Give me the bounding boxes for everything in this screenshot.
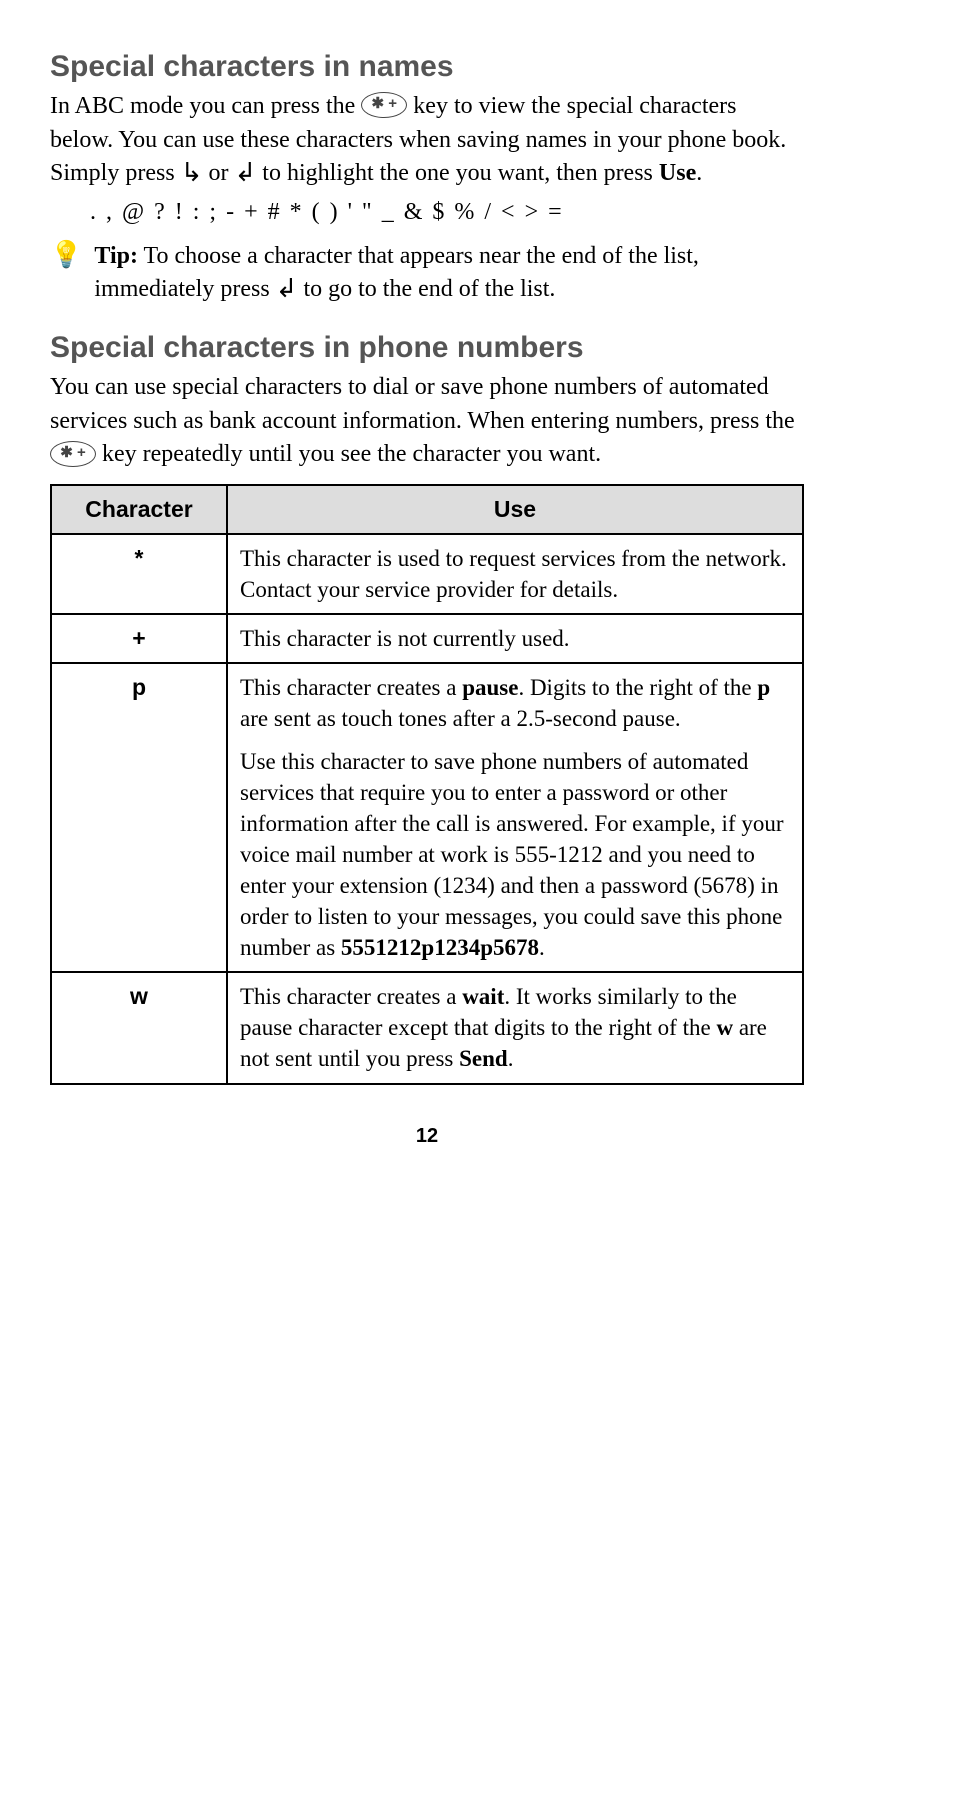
tip-text: Tip: To choose a character that appears … [94,240,804,307]
star-key-icon: ✱ + [361,92,407,118]
use-cell: This character creates a pause. Digits t… [227,663,803,972]
bold-word: w [716,1015,733,1040]
special-chars-table: Character Use * This character is used t… [50,484,804,1085]
char-cell: + [51,614,227,663]
tip-block: 💡 Tip: To choose a character that appear… [50,240,804,307]
bold-word: pause [462,675,518,700]
paragraph-names-intro: In ABC mode you can press the ✱ + key to… [50,90,804,191]
table-row: w This character creates a wait. It work… [51,972,803,1083]
heading-special-chars-names: Special characters in names [50,50,804,84]
char-cell: * [51,534,227,614]
bold-word: 5551212p1234p5678 [341,935,539,960]
special-char-list: . , @ ? ! : ; - + # * ( ) ' " _ & $ % / … [90,199,804,226]
text-fragment: . [508,1046,514,1071]
use-cell: This character is used to request servic… [227,534,803,614]
text-fragment: or [208,160,234,186]
text-fragment: to go to the end of the list. [303,276,555,302]
table-header-row: Character Use [51,485,803,534]
text-fragment: to highlight the one you want, then pres… [262,160,659,186]
text-fragment: Use this character to save phone numbers… [240,749,784,960]
text-fragment: This character creates a [240,675,462,700]
tip-label: Tip: [94,243,138,269]
text-fragment: In ABC mode you can press the [50,93,361,119]
lightbulb-icon: 💡 [50,242,82,268]
text-fragment: . [539,935,545,960]
use-cell: This character creates a wait. It works … [227,972,803,1083]
text-fragment: are sent as touch tones after a 2.5-seco… [240,706,681,731]
heading-special-chars-numbers: Special characters in phone numbers [50,331,804,365]
text-fragment: . [696,160,702,186]
col-header-character: Character [51,485,227,534]
table-row: + This character is not currently used. [51,614,803,663]
text-fragment: . Digits to the right of the [518,675,757,700]
bold-word: Send [459,1046,508,1071]
table-row: p This character creates a pause. Digits… [51,663,803,972]
down-right-arrow-icon: ↲ [276,276,298,302]
star-key-icon: ✱ + [50,441,96,467]
page-number: 12 [50,1125,804,1148]
col-header-use: Use [227,485,803,534]
bold-word: wait [462,984,504,1009]
paragraph-numbers-intro: You can use special characters to dial o… [50,371,804,472]
text-fragment: You can use special characters to dial o… [50,374,795,434]
use-label: Use [659,160,696,186]
bold-word: p [757,675,770,700]
table-row: * This character is used to request serv… [51,534,803,614]
down-left-arrow-icon: ↳ [181,160,203,186]
down-right-arrow-icon: ↲ [234,160,256,186]
char-cell: w [51,972,227,1083]
text-fragment: key repeatedly until you see the charact… [102,441,601,467]
text-fragment: This character creates a [240,984,462,1009]
char-cell: p [51,663,227,972]
use-cell: This character is not currently used. [227,614,803,663]
